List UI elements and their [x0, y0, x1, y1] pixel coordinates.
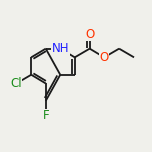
Text: Cl: Cl: [10, 77, 22, 90]
Text: NH: NH: [52, 42, 69, 55]
Text: O: O: [85, 28, 94, 41]
Text: O: O: [100, 51, 109, 64]
Text: F: F: [42, 109, 49, 122]
